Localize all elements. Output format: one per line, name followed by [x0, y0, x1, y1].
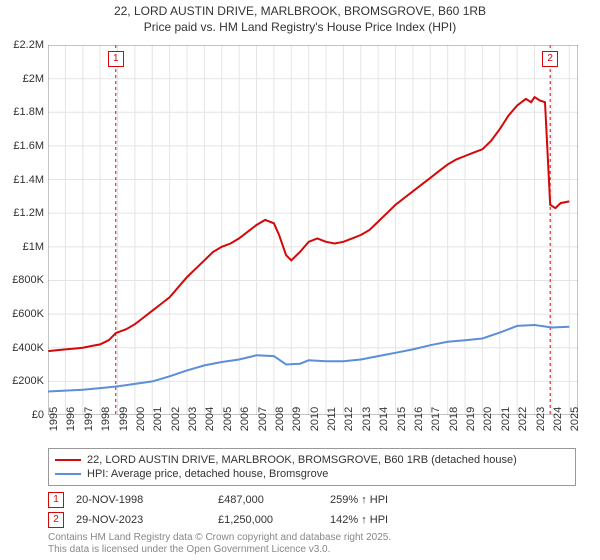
y-axis-label: £2.2M	[13, 39, 44, 51]
x-axis-label: 1995	[48, 407, 60, 431]
sale-hpi: 142% ↑ HPI	[330, 514, 430, 526]
y-axis-label: £0	[32, 409, 44, 421]
footer-line-2: This data is licensed under the Open Gov…	[48, 544, 391, 556]
sale-marker-1: 1	[108, 51, 124, 67]
sale-marker-icon: 2	[48, 512, 64, 528]
x-axis-label: 2009	[291, 407, 303, 431]
x-axis-label: 2004	[204, 407, 216, 431]
y-axis-label: £1.4M	[13, 174, 44, 186]
x-axis-label: 2003	[187, 407, 199, 431]
x-axis-label: 2008	[274, 407, 286, 431]
y-axis-label: £1.8M	[13, 106, 44, 118]
y-axis-label: £600K	[12, 308, 44, 320]
y-axis-label: £2M	[23, 73, 44, 85]
sale-record: 2 29-NOV-2023 £1,250,000 142% ↑ HPI	[48, 512, 430, 528]
x-axis-label: 2000	[135, 407, 147, 431]
x-axis-label: 2022	[517, 407, 529, 431]
sale-price: £1,250,000	[218, 514, 318, 526]
x-axis-label: 2006	[239, 407, 251, 431]
sale-marker-icon: 1	[48, 492, 64, 508]
footer-line-1: Contains HM Land Registry data © Crown c…	[48, 532, 391, 544]
sale-price: £487,000	[218, 494, 318, 506]
x-axis-label: 2017	[430, 407, 442, 431]
x-axis-label: 1999	[118, 407, 130, 431]
sale-hpi: 259% ↑ HPI	[330, 494, 430, 506]
sale-date: 20-NOV-1998	[76, 494, 206, 506]
x-axis-label: 2019	[465, 407, 477, 431]
y-axis-label: £1M	[23, 241, 44, 253]
chart-area: £0£200K£400K£600K£800K£1M£1.2M£1.4M£1.6M…	[48, 45, 578, 415]
sale-date: 29-NOV-2023	[76, 514, 206, 526]
x-axis-label: 2013	[361, 407, 373, 431]
y-axis-label: £1.2M	[13, 207, 44, 219]
y-axis-label: £400K	[12, 342, 44, 354]
sale-marker-2: 2	[542, 51, 558, 67]
y-axis-label: £800K	[12, 274, 44, 286]
footer-attribution: Contains HM Land Registry data © Crown c…	[48, 532, 391, 556]
x-axis-label: 2002	[170, 407, 182, 431]
x-axis-label: 2024	[552, 407, 564, 431]
legend-label: HPI: Average price, detached house, Brom…	[87, 468, 328, 480]
x-axis-label: 2016	[413, 407, 425, 431]
legend-swatch	[55, 459, 81, 461]
x-axis-label: 2014	[378, 407, 390, 431]
x-axis-label: 2012	[343, 407, 355, 431]
x-axis-label: 1997	[83, 407, 95, 431]
legend-item: 22, LORD AUSTIN DRIVE, MARLBROOK, BROMSG…	[55, 453, 569, 467]
x-axis-label: 2023	[535, 407, 547, 431]
legend-item: HPI: Average price, detached house, Brom…	[55, 467, 569, 481]
x-axis-label: 2010	[309, 407, 321, 431]
y-axis-label: £200K	[12, 375, 44, 387]
x-axis-label: 1996	[65, 407, 77, 431]
x-axis-label: 2001	[152, 407, 164, 431]
chart-container: 22, LORD AUSTIN DRIVE, MARLBROOK, BROMSG…	[0, 0, 600, 560]
legend: 22, LORD AUSTIN DRIVE, MARLBROOK, BROMSG…	[48, 448, 576, 486]
title-line-1: 22, LORD AUSTIN DRIVE, MARLBROOK, BROMSG…	[10, 4, 590, 20]
x-axis-label: 2007	[257, 407, 269, 431]
y-axis-label: £1.6M	[13, 140, 44, 152]
x-axis-label: 2018	[448, 407, 460, 431]
x-axis-label: 2015	[396, 407, 408, 431]
x-axis-label: 2021	[500, 407, 512, 431]
legend-label: 22, LORD AUSTIN DRIVE, MARLBROOK, BROMSG…	[87, 454, 517, 466]
x-axis-label: 2011	[326, 407, 338, 431]
sale-record: 1 20-NOV-1998 £487,000 259% ↑ HPI	[48, 492, 430, 508]
x-axis-label: 2025	[569, 407, 581, 431]
title-line-2: Price paid vs. HM Land Registry's House …	[10, 20, 590, 36]
x-axis-label: 2005	[222, 407, 234, 431]
legend-swatch	[55, 473, 81, 475]
x-axis-label: 2020	[482, 407, 494, 431]
chart-title: 22, LORD AUSTIN DRIVE, MARLBROOK, BROMSG…	[0, 0, 600, 37]
chart-svg	[48, 45, 578, 415]
x-axis-label: 1998	[100, 407, 112, 431]
